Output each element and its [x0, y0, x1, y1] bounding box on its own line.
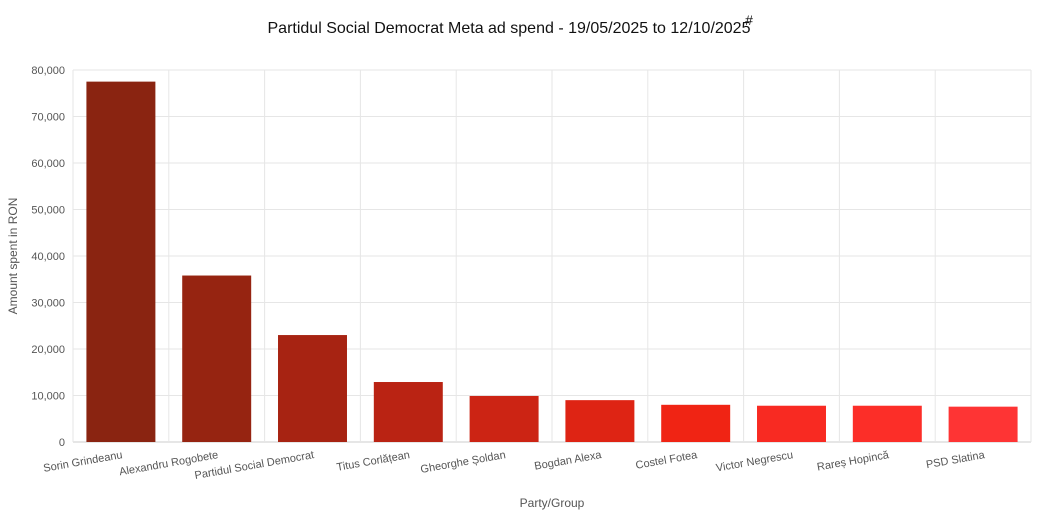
y-tick-label: 70,000: [31, 112, 65, 124]
x-tick-label: Sorin Grindeanu: [42, 449, 123, 475]
bar[interactable]: [182, 275, 252, 442]
y-tick-label: 80,000: [31, 65, 65, 77]
x-tick-label: Victor Negrescu: [715, 449, 794, 474]
y-axis: 0 10,000 20,000 30,000 40,000 50,000 60,000 70,…: [31, 65, 65, 449]
gridlines: [72, 69, 1032, 443]
y-tick-label: 60,000: [31, 158, 65, 170]
chart-title-text: Partidul Social Democrat Meta ad spend -…: [268, 20, 751, 37]
y-axis-title: Amount spent in RON: [6, 198, 20, 315]
bar[interactable]: [278, 335, 347, 442]
x-axis-title: Party/Group: [520, 496, 585, 510]
x-tick-label: Rareș Hopincă: [816, 449, 891, 474]
bar[interactable]: [757, 405, 826, 442]
bar[interactable]: [565, 400, 635, 442]
bar[interactable]: [86, 81, 156, 442]
y-tick-label: 30,000: [31, 298, 65, 310]
bar[interactable]: [661, 404, 731, 442]
bar[interactable]: [469, 395, 539, 442]
x-tick-label: PSD Slatina: [925, 449, 986, 471]
y-tick-label: 0: [59, 437, 65, 449]
y-tick-label: 10,000: [31, 391, 65, 403]
bar[interactable]: [373, 382, 443, 442]
chart-title-mark: #: [745, 12, 753, 28]
y-tick-label: 40,000: [31, 251, 65, 263]
bar[interactable]: [852, 405, 922, 442]
y-tick-label: 50,000: [31, 205, 65, 217]
bars: [86, 81, 1018, 442]
x-tick-label: Bogdan Alexa: [533, 449, 603, 473]
x-tick-label: Titus Corlățean: [336, 449, 411, 474]
chart-title: Partidul Social Democrat Meta ad spend -…: [268, 12, 754, 37]
y-tick-label: 20,000: [31, 344, 65, 356]
x-tick-label: Gheorghe Șoldan: [420, 449, 507, 476]
x-tick-label: Costel Fotea: [635, 449, 699, 472]
bar[interactable]: [948, 406, 1018, 442]
